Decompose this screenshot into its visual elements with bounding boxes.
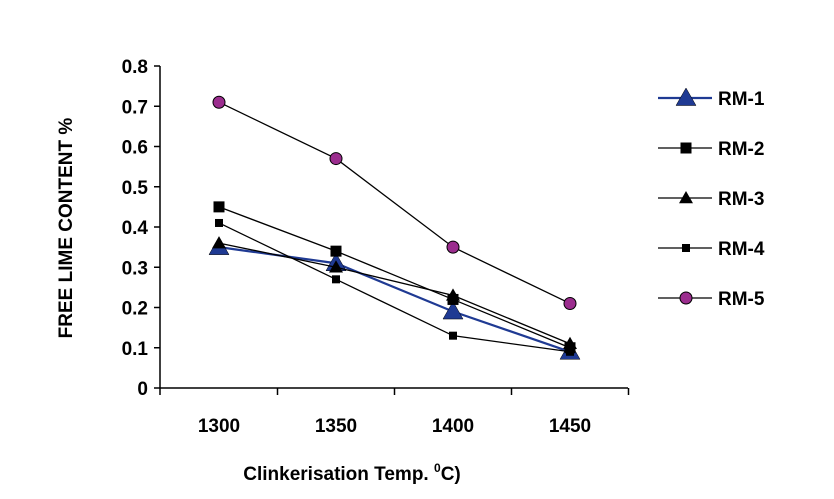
data-point bbox=[449, 331, 457, 340]
legend-marker bbox=[675, 87, 697, 106]
data-point bbox=[446, 240, 460, 254]
y-tick-label: 0.8 bbox=[122, 57, 148, 78]
legend-item-rm-3: RM-3 bbox=[658, 189, 764, 210]
x-tick-label: 1350 bbox=[315, 416, 357, 437]
legend-label: RM-5 bbox=[718, 289, 765, 310]
data-point bbox=[330, 245, 342, 257]
data-point bbox=[563, 336, 577, 349]
y-tick-label: 0 bbox=[137, 379, 148, 400]
legend-label: RM-3 bbox=[718, 189, 764, 210]
data-point bbox=[212, 236, 226, 249]
data-point bbox=[442, 301, 464, 320]
legend-item-rm-5: RM-5 bbox=[658, 289, 765, 310]
x-tick-label: 1400 bbox=[432, 416, 474, 437]
legend-item-rm-4: RM-4 bbox=[658, 239, 765, 260]
data-point bbox=[213, 201, 225, 213]
series-rm-1 bbox=[208, 236, 581, 360]
data-point bbox=[566, 347, 574, 356]
data-point bbox=[329, 152, 343, 166]
legend-marker bbox=[682, 244, 690, 252]
series-line bbox=[218, 242, 571, 345]
legend-label: RM-1 bbox=[718, 89, 765, 110]
x-axis-title-main: Clinkerisation Temp. bbox=[243, 464, 434, 485]
y-axis-title: FREE LIME CONTENT % bbox=[56, 118, 77, 339]
legend-marker bbox=[679, 291, 693, 305]
data-point bbox=[212, 95, 226, 109]
legend: RM-1 RM-2 RM-3 RM-4 RM-5 bbox=[658, 87, 765, 310]
series-rm-4 bbox=[215, 218, 574, 356]
series-rm-5 bbox=[212, 95, 577, 310]
legend-item-rm-2: RM-2 bbox=[658, 139, 764, 160]
y-tick-label: 0.5 bbox=[122, 178, 149, 199]
series-line bbox=[218, 246, 571, 353]
series-line bbox=[218, 206, 571, 349]
y-tick-label: 0.7 bbox=[122, 97, 148, 118]
axes: 0 0.1 0.2 0.3 0.4 0.5 0.6 0.7 0.8 1300 1350 1400 145… bbox=[122, 57, 630, 437]
y-tick-label: 0.4 bbox=[122, 218, 149, 239]
series-rm-2 bbox=[213, 201, 576, 354]
legend-marker bbox=[680, 142, 692, 154]
legend-marker bbox=[679, 191, 693, 204]
series-line bbox=[218, 222, 571, 353]
x-axis-title-degree: 0 bbox=[434, 461, 441, 475]
y-tick-label: 0.1 bbox=[122, 339, 149, 360]
y-tick-label: 0.2 bbox=[122, 299, 148, 320]
series-line bbox=[218, 101, 571, 305]
data-point bbox=[563, 296, 577, 310]
data-point bbox=[332, 275, 340, 284]
data-point bbox=[446, 288, 460, 301]
series-rm-3 bbox=[212, 236, 577, 349]
x-axis-title-unit: C) bbox=[441, 464, 461, 485]
data-point bbox=[329, 260, 343, 273]
series-layer bbox=[208, 95, 581, 360]
y-tick-label: 0.6 bbox=[122, 138, 148, 159]
x-axis-title: Clinkerisation Temp. 0C) bbox=[243, 461, 461, 485]
y-tick-label: 0.3 bbox=[122, 258, 148, 279]
legend-label: RM-4 bbox=[718, 239, 765, 260]
legend-label: RM-2 bbox=[718, 139, 764, 160]
data-point bbox=[215, 218, 223, 227]
x-tick-label: 1300 bbox=[198, 416, 240, 437]
legend-item-rm-1: RM-1 bbox=[658, 87, 765, 110]
x-tick-label: 1450 bbox=[549, 416, 591, 437]
